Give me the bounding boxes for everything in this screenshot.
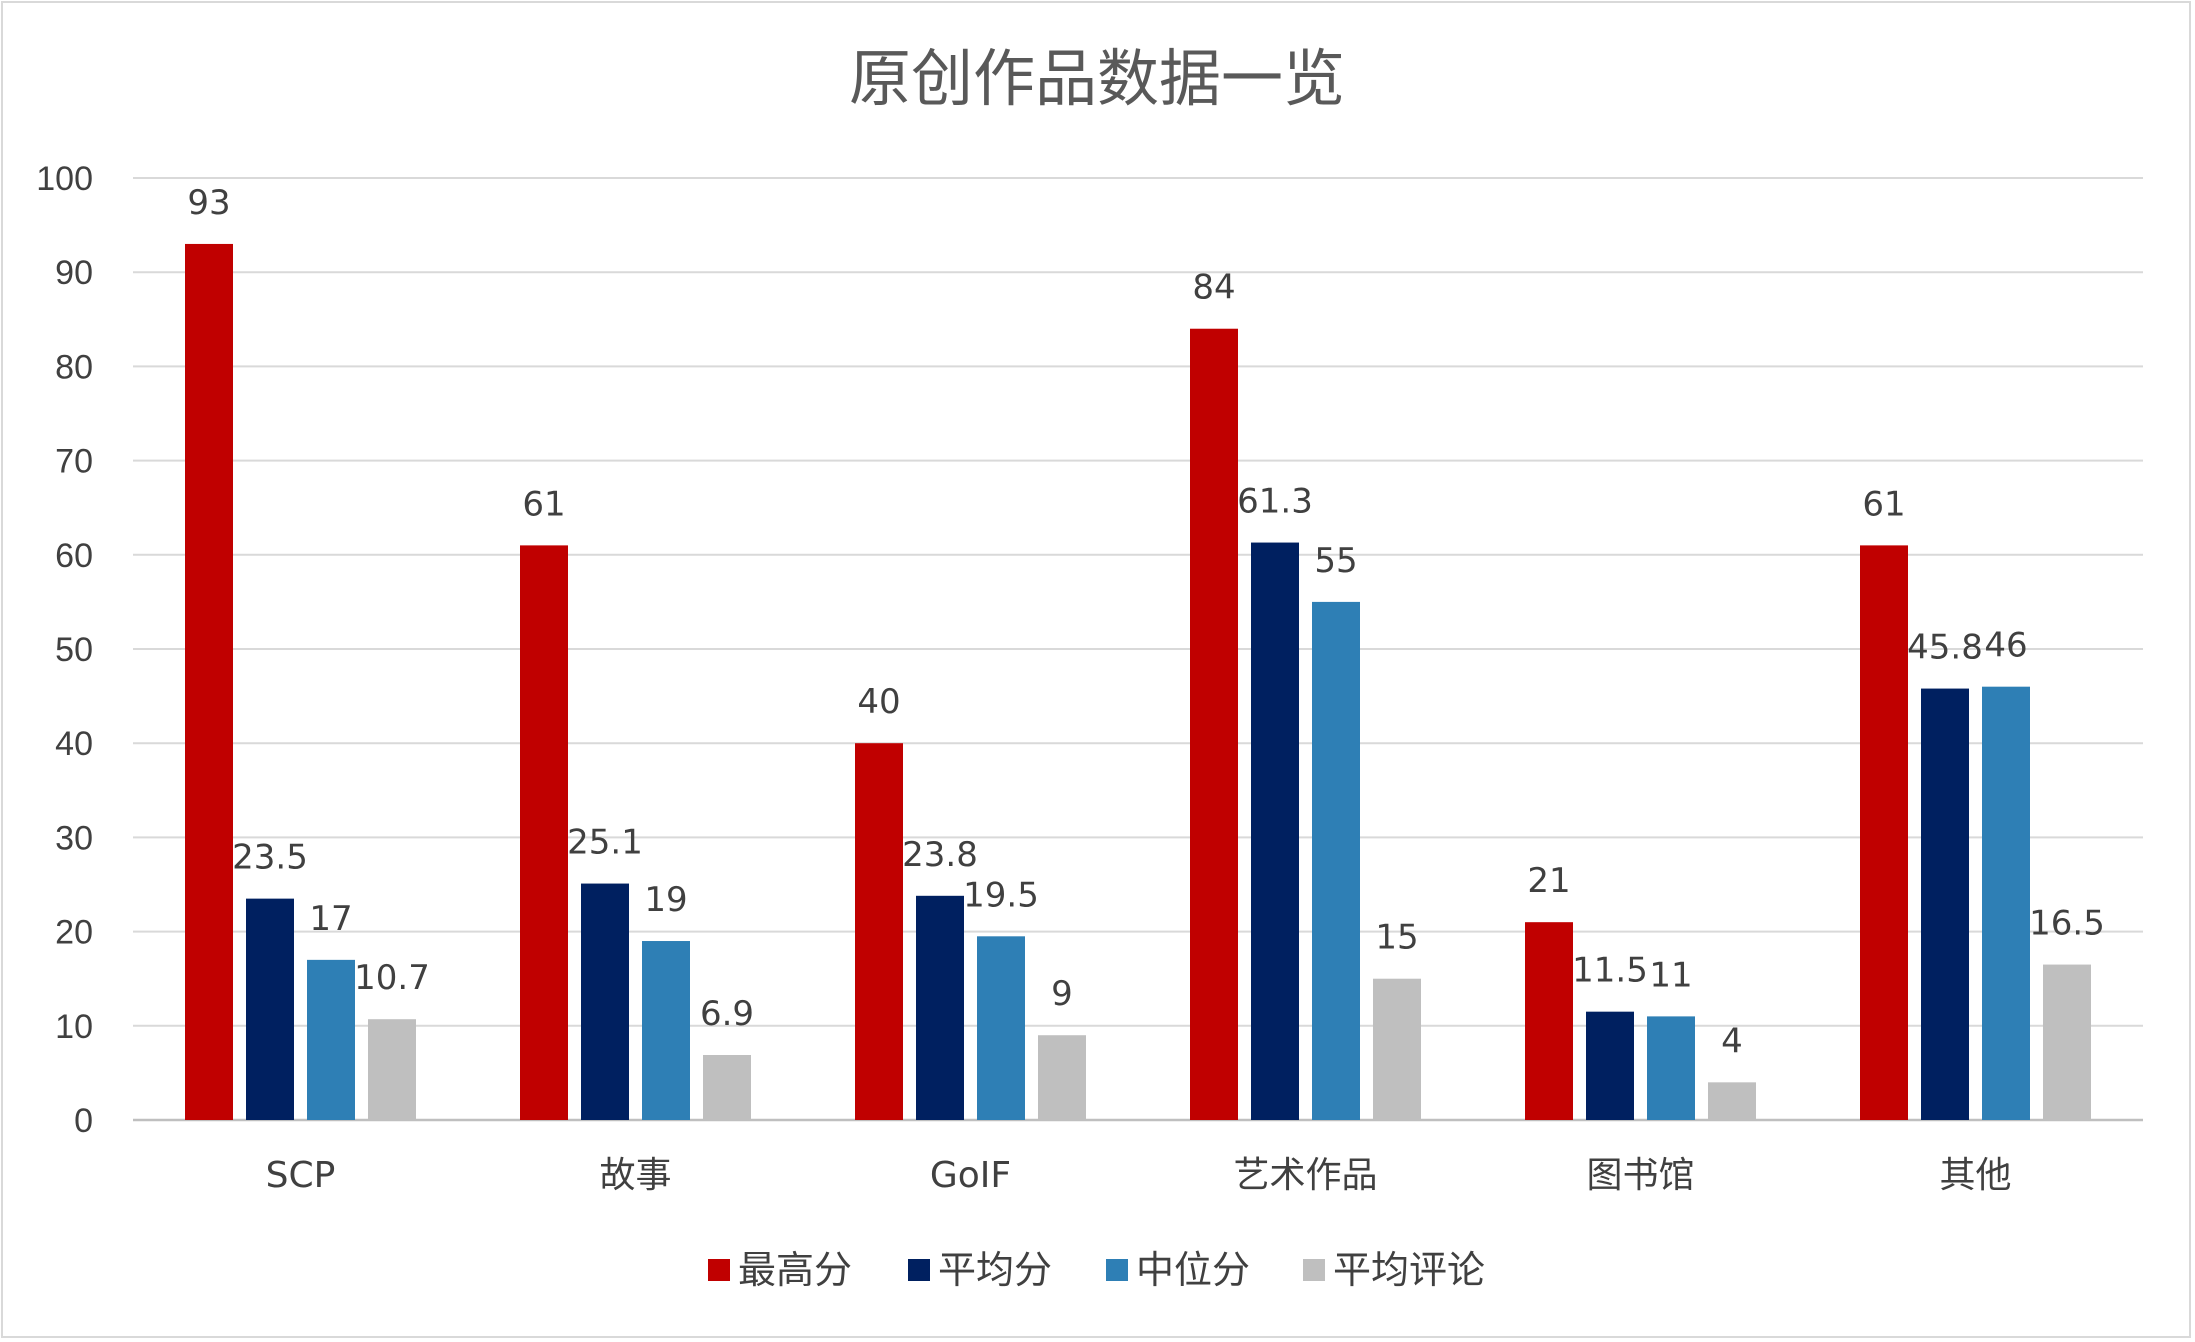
bar [1312, 601, 1360, 1120]
data-label: 11 [1649, 955, 1692, 995]
data-label: 61 [522, 484, 565, 524]
data-label: 46 [1984, 626, 2027, 666]
y-tick-label: 80 [55, 348, 93, 386]
data-label: 23.5 [232, 838, 308, 878]
data-label: 84 [1192, 268, 1235, 308]
data-label: 19.5 [963, 875, 1039, 915]
bar [703, 1055, 751, 1120]
x-axis-categories: SCP 故事 GoIF 艺术作品 图书馆 其他 [266, 1155, 2012, 1196]
bar [1860, 545, 1908, 1120]
bar [246, 898, 294, 1120]
legend-label: 平均分 [938, 1248, 1052, 1292]
bar [1921, 688, 1969, 1120]
y-axis-ticks: 0 10 20 30 40 50 60 70 80 90 100 [36, 160, 93, 1140]
bar [1982, 686, 2030, 1120]
bar [1708, 1082, 1756, 1120]
bar [642, 941, 690, 1120]
legend: 最高分 平均分 中位分 平均评论 [708, 1248, 1485, 1292]
y-tick-label: 50 [55, 631, 93, 669]
bar [1525, 922, 1573, 1120]
legend-item: 中位分 [1106, 1248, 1250, 1292]
data-label: 19 [644, 880, 687, 920]
data-label: 17 [309, 899, 352, 939]
data-label: 15 [1375, 918, 1418, 958]
legend-item: 平均评论 [1303, 1248, 1485, 1292]
bar [1647, 1016, 1695, 1120]
legend-item: 最高分 [708, 1248, 852, 1292]
y-tick-label: 90 [55, 254, 93, 292]
x-category-label: 图书馆 [1586, 1155, 1694, 1196]
legend-label: 中位分 [1136, 1248, 1250, 1292]
data-label: 16.5 [2029, 904, 2105, 944]
y-tick-label: 60 [55, 537, 93, 575]
bar [1038, 1035, 1086, 1120]
data-label: 4 [1721, 1021, 1743, 1061]
data-label: 21 [1527, 861, 1570, 901]
data-label: 25.1 [567, 823, 643, 863]
data-label: 55 [1314, 541, 1357, 581]
x-category-label: 其他 [1939, 1155, 2011, 1196]
data-label: 6.9 [700, 994, 754, 1034]
gridlines [133, 177, 2143, 1122]
data-label: 23.8 [902, 835, 978, 875]
bar [307, 959, 355, 1120]
legend-swatch [1303, 1259, 1325, 1281]
legend-label: 最高分 [738, 1248, 852, 1292]
bar [1373, 978, 1421, 1120]
x-category-label: 故事 [599, 1155, 671, 1196]
data-label: 10.7 [354, 958, 430, 998]
data-label: 9 [1051, 974, 1073, 1014]
legend-swatch [1106, 1259, 1128, 1281]
data-label: 45.8 [1907, 628, 1983, 668]
bar [368, 1019, 416, 1120]
bar [977, 936, 1025, 1120]
y-tick-label: 30 [55, 819, 93, 857]
data-label: 93 [187, 183, 230, 223]
bar [581, 883, 629, 1120]
legend-item: 平均分 [908, 1248, 1052, 1292]
bar [520, 545, 568, 1120]
y-tick-label: 0 [74, 1102, 93, 1140]
bar [1190, 328, 1238, 1121]
x-category-label: GoIF [930, 1155, 1011, 1196]
chart-title: 原创作品数据一览 [849, 42, 1345, 115]
data-label: 61 [1862, 484, 1905, 524]
bar [2043, 964, 2091, 1120]
x-category-label: 艺术作品 [1233, 1155, 1377, 1196]
bar [855, 743, 903, 1120]
data-label: 61.3 [1237, 482, 1313, 522]
bars [185, 243, 2091, 1121]
y-tick-label: 20 [55, 914, 93, 952]
y-tick-label: 40 [55, 725, 93, 763]
data-label: 40 [857, 682, 900, 722]
y-tick-label: 70 [55, 443, 93, 481]
legend-label: 平均评论 [1333, 1248, 1485, 1292]
legend-swatch [908, 1259, 930, 1281]
y-tick-label: 100 [36, 160, 93, 198]
bar [185, 243, 233, 1120]
data-label: 11.5 [1572, 951, 1648, 991]
bar [1251, 542, 1299, 1120]
bar [916, 895, 964, 1120]
y-tick-label: 10 [55, 1008, 93, 1046]
x-category-label: SCP [266, 1155, 336, 1196]
bar [1586, 1011, 1634, 1120]
legend-swatch [708, 1259, 730, 1281]
